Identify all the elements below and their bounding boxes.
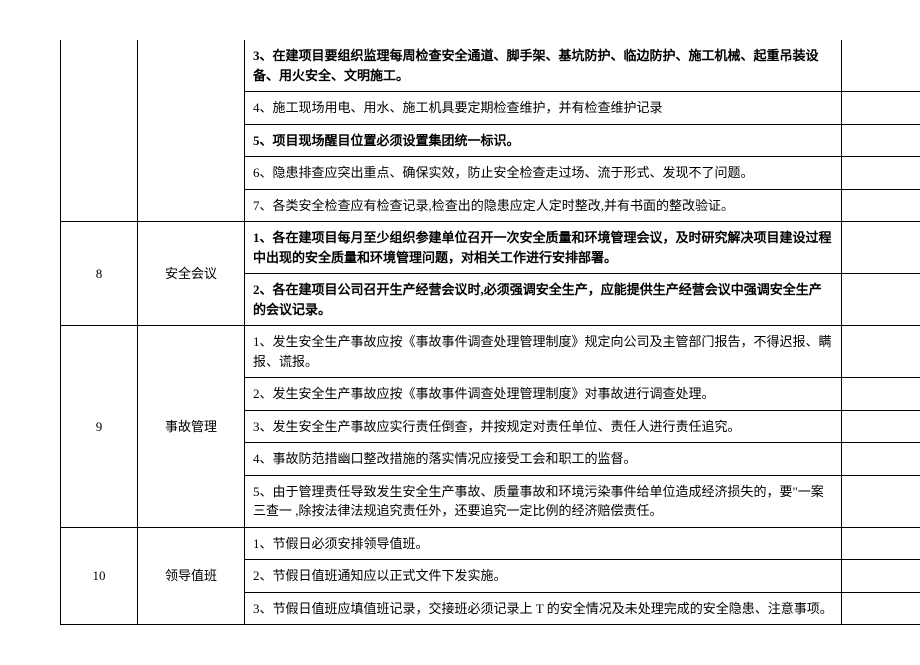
row-num: 10 (61, 527, 138, 625)
row-desc: 2、节假日值班通知应以正式文件下发实施。 (245, 560, 842, 593)
row-num: 8 (61, 222, 138, 326)
row-cat: 安全会议 (138, 222, 245, 326)
row-last (842, 326, 920, 378)
table-row: 3、在建项目要组织监理每周检查安全通道、脚手架、基坑防护、临边防护、施工机械、起… (61, 40, 920, 92)
row-last (842, 443, 920, 476)
row-desc: 7、各类安全检查应有检查记录,检查出的隐患应定人定时整改,并有书面的整改验证。 (245, 189, 842, 222)
row-desc: 3、节假日值班应填值班记录，交接班必须记录上 T 的安全情况及未处理完成的安全隐… (245, 592, 842, 625)
row-desc: 2、发生安全生产事故应按《事故事件调查处理管理制度》对事故进行调查处理。 (245, 378, 842, 411)
row-last (842, 527, 920, 560)
row-last (842, 92, 920, 125)
row-num (61, 40, 138, 222)
row-cat (138, 40, 245, 222)
row-cat: 事故管理 (138, 326, 245, 528)
row-last (842, 157, 920, 190)
row-last (842, 378, 920, 411)
row-desc: 6、隐患排查应突出重点、确保实效，防止安全检查走过场、流于形式、发现不了问题。 (245, 157, 842, 190)
row-last (842, 124, 920, 157)
table-row: 9 事故管理 1、发生安全生产事故应按《事故事件调查处理管理制度》规定向公司及主… (61, 326, 920, 378)
row-desc: 4、事故防范措幽口整改措施的落实情况应接受工会和职工的监督。 (245, 443, 842, 476)
row-desc: 1、发生安全生产事故应按《事故事件调查处理管理制度》规定向公司及主管部门报告，不… (245, 326, 842, 378)
row-num: 9 (61, 326, 138, 528)
row-last (842, 189, 920, 222)
row-last (842, 222, 920, 274)
table-row: 8 安全会议 1、各在建项目每月至少组织参建单位召开一次安全质量和环境管理会议，… (61, 222, 920, 274)
row-desc: 3、发生安全生产事故应实行责任倒查，并按规定对责任单位、责任人进行责任追究。 (245, 410, 842, 443)
row-last (842, 560, 920, 593)
table-row: 10 领导值班 1、节假日必须安排领导值班。 (61, 527, 920, 560)
row-desc: 1、各在建项目每月至少组织参建单位召开一次安全质量和环境管理会议，及时研究解决项… (245, 222, 842, 274)
requirements-table: 3、在建项目要组织监理每周检查安全通道、脚手架、基坑防护、临边防护、施工机械、起… (60, 40, 920, 625)
row-desc: 2、各在建项目公司召开生产经营会议时,必须强调安全生产，应能提供生产经营会议中强… (245, 274, 842, 326)
row-last (842, 274, 920, 326)
row-cat: 领导值班 (138, 527, 245, 625)
row-last (842, 592, 920, 625)
row-last (842, 475, 920, 527)
row-desc: 3、在建项目要组织监理每周检查安全通道、脚手架、基坑防护、临边防护、施工机械、起… (245, 40, 842, 92)
row-desc: 4、施工现场用电、用水、施工机具要定期检查维护，并有检查维护记录 (245, 92, 842, 125)
row-last (842, 40, 920, 92)
row-last (842, 410, 920, 443)
row-desc: 5、由于管理责任导致发生安全生产事故、质量事故和环境污染事件给单位造成经济损失的… (245, 475, 842, 527)
row-desc: 5、项目现场醒目位置必须设置集团统一标识。 (245, 124, 842, 157)
row-desc: 1、节假日必须安排领导值班。 (245, 527, 842, 560)
